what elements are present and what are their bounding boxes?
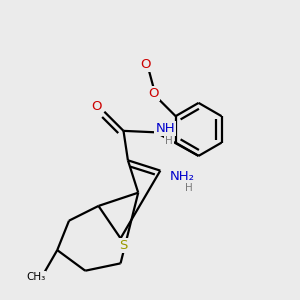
Text: H: H — [185, 183, 193, 193]
Text: O: O — [92, 100, 102, 113]
Text: CH₃: CH₃ — [26, 272, 46, 282]
Text: NH₂: NH₂ — [170, 170, 195, 183]
Text: H: H — [165, 136, 173, 146]
Text: NH: NH — [155, 122, 175, 135]
Text: O: O — [148, 87, 159, 100]
Text: S: S — [119, 239, 128, 252]
Text: O: O — [140, 58, 151, 70]
